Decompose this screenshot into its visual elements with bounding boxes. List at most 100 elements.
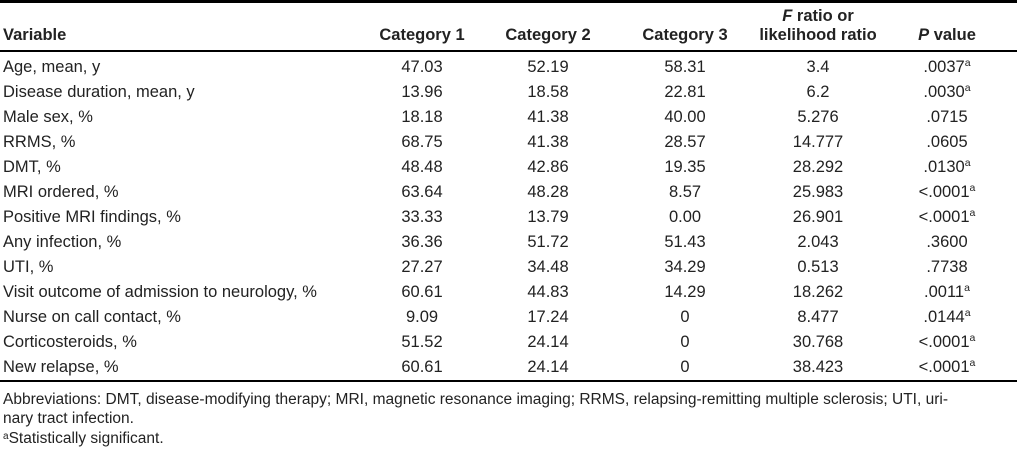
table-header: Variable Category 1 Category 2 Category … [0,1,1017,52]
cell-category3: 14.29 [664,283,706,301]
table-body: Age, mean, y 47.03 52.19 58.31 3.4 .0037a Dise… [0,51,1017,381]
cell-f-ratio: 6.2 [806,83,830,101]
cell-variable: Corticosteroids, % [3,333,137,351]
cell-f-ratio: 2.043 [797,233,839,251]
cell-f-ratio: 3.4 [806,58,830,76]
cell-category1: 47.03 [401,58,443,76]
table-row: DMT, % 48.48 42.86 19.35 28.292 .0130a [0,155,1017,180]
cell-category1: 36.36 [401,233,443,251]
f-ratio-line2: likelihood ratio [759,25,877,44]
cell-variable: Visit outcome of admission to neurology,… [3,283,317,301]
table-row: Disease duration, mean, y 13.96 18.58 22.81… [0,80,1017,105]
cell-category1: 51.52 [401,333,443,351]
significance-marker: a [964,282,970,294]
col-header-f-ratio: F ratio or likelihood ratio [759,1,877,52]
table-row: Male sex, % 18.18 41.38 40.00 5.276 .0715 [0,105,1017,130]
table-row: Visit outcome of admission to neurology,… [0,280,1017,305]
cell-f-ratio: 18.262 [792,283,844,301]
cell-f-ratio: 0.513 [797,258,839,276]
cell-variable: Positive MRI findings, % [3,208,181,226]
table-row: Positive MRI findings, % 33.33 13.79 0.00 26… [0,205,1017,230]
significance-marker: a [964,82,971,94]
significance-marker: a [964,307,971,319]
cell-category1: 9.09 [405,308,439,326]
cell-p-value: .0130a [923,157,971,176]
cell-category1: 33.33 [401,208,443,226]
cell-category3: 0.00 [668,208,702,226]
cell-category2: 17.24 [527,308,569,326]
significance-marker: a [969,357,976,369]
col-header-variable: Variable [0,1,359,52]
cell-f-ratio: 14.777 [792,133,844,151]
cell-variable: Any infection, % [3,233,122,251]
cell-p-value: <.0001a [918,357,976,376]
f-ratio-line1-rest: ratio or [792,7,854,25]
f-ratio-italic-letter: F [782,7,793,25]
cell-variable: RRMS, % [3,133,76,151]
cell-p-value: <.0001a [918,207,976,226]
cell-category1: 13.96 [401,83,443,101]
cell-variable: DMT, % [3,158,61,176]
cell-category1: 27.27 [401,258,443,276]
significance-marker: a [964,57,971,69]
cell-p-value: .3600 [926,233,968,251]
cell-f-ratio: 30.768 [792,333,844,351]
significance-marker: a [964,157,971,169]
cell-category2: 42.86 [527,158,569,176]
cell-p-value: .7738 [926,258,968,276]
table-footnotes: Abbreviations: DMT, disease-modifying th… [0,390,1017,448]
cell-p-value: .0605 [926,133,968,151]
cell-p-value: <.0001a [918,332,976,351]
abbreviations-line1: Abbreviations: DMT, disease-modifying th… [3,391,948,408]
cell-category2: 18.58 [527,83,569,101]
significance-marker: a [969,207,976,219]
cell-variable: New relapse, % [3,358,119,376]
cell-variable: Male sex, % [3,108,93,126]
cell-f-ratio: 28.292 [792,158,844,176]
header-row: Variable Category 1 Category 2 Category … [0,1,1017,52]
col-header-category2: Category 2 [485,1,611,52]
cell-variable: Nurse on call contact, % [3,308,181,326]
cell-category2: 52.19 [527,58,569,76]
cell-variable: MRI ordered, % [3,183,119,201]
cell-category1: 18.18 [401,108,443,126]
cell-p-value: .0037a [923,57,971,76]
cell-category3: 22.81 [664,83,706,101]
cell-category2: 44.83 [527,283,569,301]
cell-p-value: .0030a [923,82,971,101]
table-row: Corticosteroids, % 51.52 24.14 0 30.768 <.000… [0,330,1017,355]
cell-f-ratio: 8.477 [797,308,839,326]
cell-f-ratio: 26.901 [792,208,844,226]
cell-variable: Age, mean, y [3,58,101,76]
cell-category3: 8.57 [668,183,702,201]
cell-category1: 60.61 [401,283,443,301]
cell-category2: 41.38 [527,108,569,126]
significance-marker: a [969,182,976,194]
cell-category3: 40.00 [664,108,706,126]
results-table: Variable Category 1 Category 2 Category … [0,0,1017,382]
col-header-p-value: P value [877,1,1017,52]
col-header-category3: Category 3 [611,1,759,52]
significance-text: Statistically significant. [8,429,164,447]
cell-category1: 63.64 [401,183,443,201]
cell-category3: 19.35 [664,158,706,176]
abbreviations-line2: nary tract infection. [3,410,134,428]
cell-category3: 0 [680,308,690,326]
cell-category3: 58.31 [664,58,706,76]
significance-marker: a [969,332,976,344]
table-row: RRMS, % 68.75 41.38 28.57 14.777 .0605 [0,130,1017,155]
table-row: UTI, % 27.27 34.48 34.29 0.513 .7738 [0,255,1017,280]
cell-category2: 24.14 [527,333,569,351]
cell-category2: 41.38 [527,133,569,151]
cell-category1: 60.61 [401,358,443,376]
cell-category2: 24.14 [527,358,569,376]
cell-category2: 13.79 [527,208,569,226]
cell-category3: 0 [680,358,690,376]
table-row: Any infection, % 36.36 51.72 51.43 2.043 .360… [0,230,1017,255]
cell-p-value: <.0001a [918,182,976,201]
cell-f-ratio: 25.983 [792,183,844,201]
cell-f-ratio: 38.423 [792,358,844,376]
cell-category3: 34.29 [664,258,706,276]
cell-category3: 0 [680,333,690,351]
